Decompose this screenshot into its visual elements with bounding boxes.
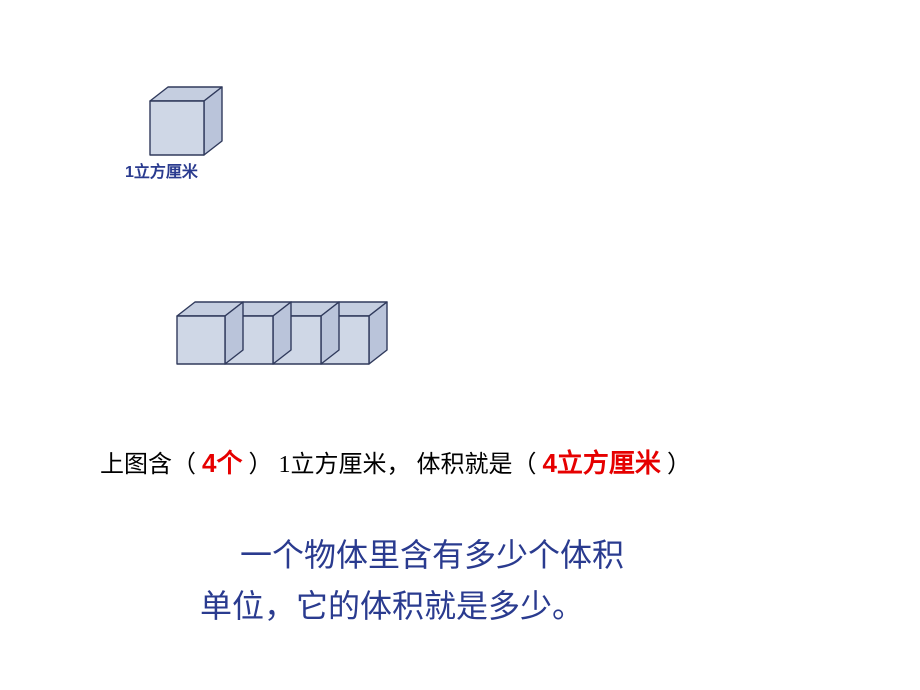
sentence1-blank2: 4立方厘米 xyxy=(542,448,660,478)
sentence1-mid1: ） xyxy=(248,452,272,478)
concept-statement: 一个物体里含有多少个体积 单位，它的体积就是多少。 xyxy=(240,530,840,632)
single-cube-caption: 1立方厘米 xyxy=(125,158,198,182)
row-of-cubes-diagram xyxy=(175,300,389,371)
single-cube-svg xyxy=(148,85,224,157)
sentence1-suffix: ） xyxy=(667,452,691,478)
sentence1-blank1: 4个 xyxy=(202,448,242,478)
sentence1-prefix: 上图含（ xyxy=(100,452,196,478)
sentence1-mid2: 1立方厘米， 体积就是（ xyxy=(278,452,536,478)
fill-blank-sentence: 上图含（ 4个 ） 1立方厘米， 体积就是（ 4立方厘米 ） xyxy=(100,443,691,480)
slide-canvas: 1立方厘米 上图含（ 4个 ） 1立方厘米， 体积就是（ 4立方厘米 ） 一个物… xyxy=(0,0,920,690)
single-cube-diagram xyxy=(148,85,224,162)
concept-line1: 一个物体里含有多少个体积 xyxy=(240,537,624,573)
concept-line2: 单位，它的体积就是多少。 xyxy=(200,581,840,632)
row-cubes-svg xyxy=(175,300,389,366)
